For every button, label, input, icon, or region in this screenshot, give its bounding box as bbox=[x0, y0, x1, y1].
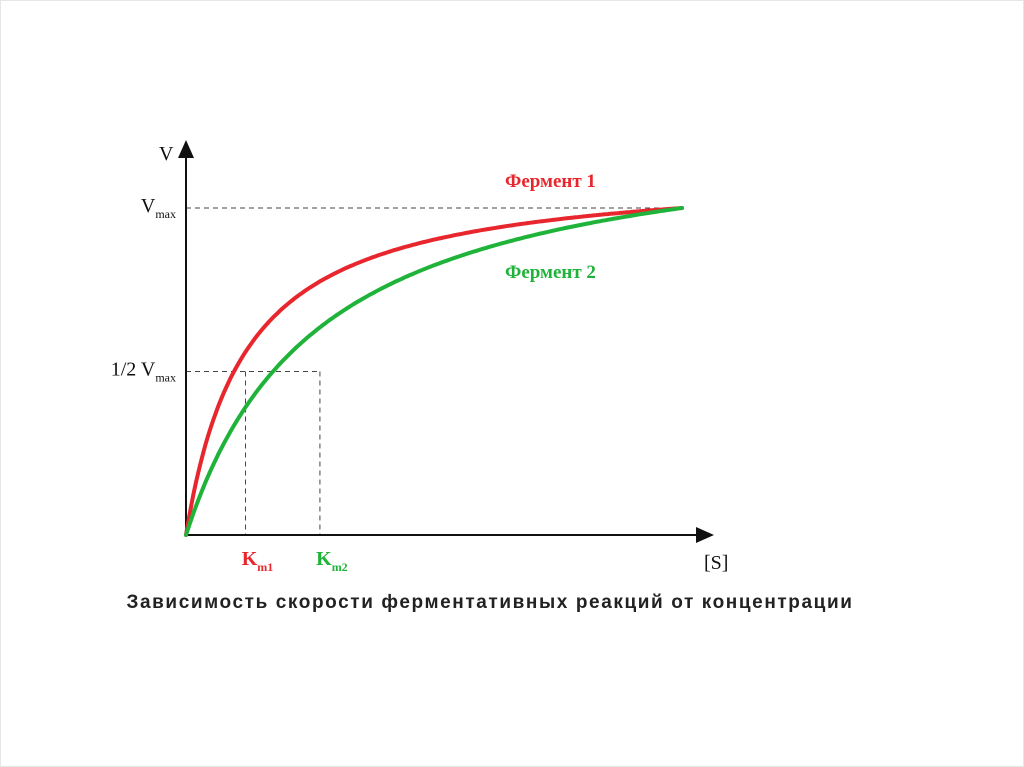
series-line-enzyme-2 bbox=[184, 206, 684, 537]
y-axis-label: V bbox=[159, 143, 174, 165]
y-tick-label-half-vmax: 1/2 Vmax bbox=[111, 359, 176, 385]
x-tick-label-km2: Km2 bbox=[316, 548, 348, 574]
series-line-enzyme-1 bbox=[184, 206, 684, 537]
y-tick-label-vmax: Vmax bbox=[141, 195, 176, 221]
x-tick-label-km1: Km1 bbox=[242, 548, 274, 574]
series-label-enzyme-1: Фермент 1 bbox=[505, 171, 596, 192]
x-axis-label: [S] bbox=[704, 552, 728, 574]
series-label-enzyme-2: Фермент 2 bbox=[505, 262, 596, 283]
figure-caption: Зависимость скорости ферментативных реак… bbox=[126, 592, 854, 613]
